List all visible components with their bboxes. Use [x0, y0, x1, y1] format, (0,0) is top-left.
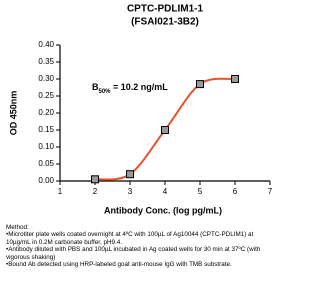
method-item: Antibody diluted with PBS and 100µL incu… [6, 246, 268, 261]
annotation: B50% = 10.2 ng/mL [92, 82, 168, 94]
y-tick-label: 0.00 [38, 176, 54, 185]
y-tick-label: 0.05 [38, 159, 54, 168]
data-point [231, 75, 239, 83]
x-tick-label: 5 [198, 187, 203, 196]
method-title: Method: [6, 224, 29, 231]
page: CPTC-PDLIM1-1 (FSAI021-3B2) Antibody Con… [0, 0, 300, 294]
method-item: Microtiter plate wells coated overnight … [6, 231, 268, 246]
annotation-text: B [92, 82, 99, 92]
x-tick-label: 3 [128, 187, 133, 196]
y-axis-label: OD 450nm [8, 91, 18, 136]
x-axis-label: Antibody Conc. (log pg/mL) [104, 205, 222, 215]
method: Method: Microtiter plate wells coated ov… [6, 224, 268, 268]
chart-subtitle: (FSAI021-3B2) [131, 17, 199, 28]
chart: CPTC-PDLIM1-1 (FSAI021-3B2) Antibody Con… [8, 4, 273, 216]
annotation-subscript: 50% [99, 89, 112, 95]
x-tick-label: 1 [58, 187, 63, 196]
x-tick-label: 7 [268, 187, 273, 196]
y-tick-label: 0.15 [38, 125, 54, 134]
chart-title: CPTC-PDLIM1-1 [127, 4, 204, 15]
y-tick-label: 0.20 [38, 108, 54, 117]
x-tick-label: 2 [93, 187, 98, 196]
y-tick-label: 0.40 [38, 40, 54, 49]
data-point [91, 175, 99, 184]
data-point [196, 80, 204, 89]
data-point [126, 170, 134, 179]
data-point [161, 126, 169, 134]
y-tick-label: 0.35 [38, 57, 54, 66]
y-tick-label: 0.10 [38, 142, 54, 151]
y-tick-label: 0.25 [38, 91, 54, 100]
x-tick-label: 6 [233, 187, 238, 196]
x-tick-label: 4 [163, 187, 168, 196]
method-item: Bound Ab detected using HRP-labeled goat… [6, 261, 268, 268]
annotation-rest: = 10.2 ng/mL [111, 82, 169, 92]
method-list: Microtiter plate wells coated overnight … [6, 231, 268, 268]
y-tick-label: 0.30 [38, 74, 54, 83]
